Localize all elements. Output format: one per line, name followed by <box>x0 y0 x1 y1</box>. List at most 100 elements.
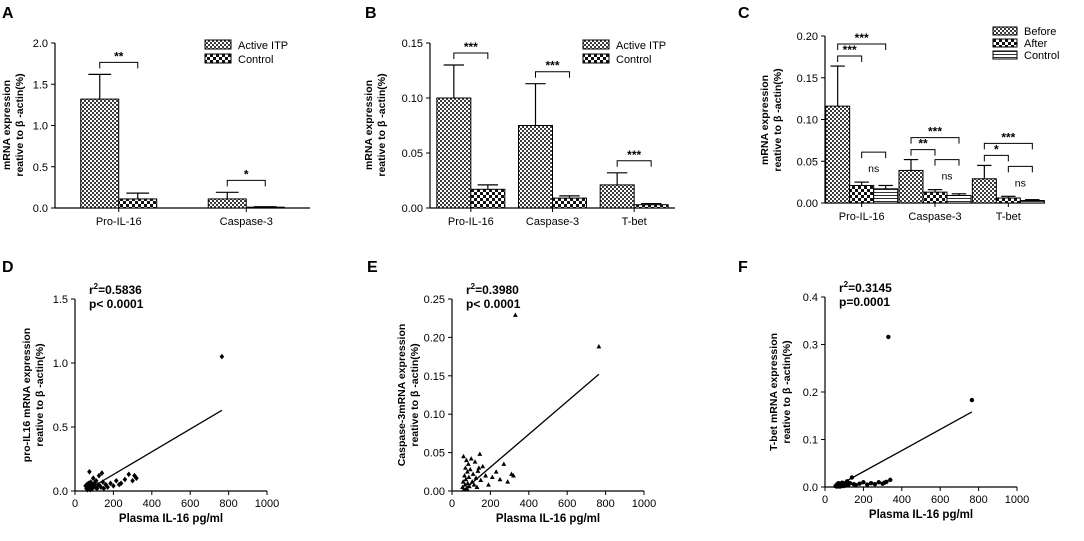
data-point <box>478 477 484 483</box>
bar <box>825 105 851 204</box>
regression-line <box>85 409 223 492</box>
panel-letter-b: B <box>365 5 377 22</box>
data-point <box>108 480 113 487</box>
x-tick-label: 1000 <box>1005 494 1029 506</box>
legend-label: Control <box>1024 50 1059 62</box>
data-point <box>101 485 107 492</box>
regression-line <box>462 373 600 492</box>
data-point <box>90 475 96 481</box>
data-point <box>505 479 511 484</box>
data-point <box>130 477 135 484</box>
panel-d-chart: 0.0 0.5 1.0 1.5 pro-IL16 mRNA expressionreat… <box>21 282 279 525</box>
y-tick-label: 0.15 <box>402 38 423 50</box>
bar <box>552 197 587 209</box>
panel-e-chart: 0.00 0.05 0.10 0.15 0.20 0.25 Caspase-3mRNA ex… <box>396 282 656 525</box>
data-point <box>464 469 470 474</box>
data-point <box>868 481 874 486</box>
y-tick-label: 0.00 <box>402 203 423 215</box>
x-tick-label: 800 <box>969 494 987 506</box>
r-squared-value: =0.3980 <box>475 283 519 297</box>
significance-bracket <box>910 137 960 144</box>
y-axis-label-line: pro-IL16 mRNA expression <box>21 328 33 462</box>
superscript-2: 2 <box>471 282 476 291</box>
bar <box>80 98 120 209</box>
y-tick-label: 0.0 <box>33 203 48 215</box>
data-point <box>596 344 602 349</box>
y-axis-label-line: reative to β -actin(%) <box>34 343 46 446</box>
y-axis-label: Caspase-3mRNA expressionreative to β -ac… <box>396 324 421 467</box>
r-symbol: r <box>466 283 471 297</box>
data-point <box>847 481 853 486</box>
data-point <box>849 475 855 480</box>
y-tick-label: 1.5 <box>53 294 68 306</box>
y-tick-label: 0.00 <box>424 486 445 498</box>
data-point <box>461 453 466 459</box>
data-point <box>861 480 866 485</box>
legend-label: Before <box>1024 26 1056 38</box>
panel-letter-a: A <box>2 5 14 22</box>
legend-label: Control <box>616 54 651 66</box>
significance-bracket <box>226 179 266 187</box>
legend-label: Control <box>238 54 273 66</box>
y-tick-label: 0.00 <box>797 198 818 210</box>
bar <box>1019 199 1045 204</box>
y-tick-label: 0.4 <box>803 292 818 304</box>
legend-swatch <box>992 26 1018 36</box>
data-point <box>865 482 870 487</box>
bar <box>518 125 553 209</box>
x-tick-label: 1000 <box>632 498 656 510</box>
x-tick-label: 0 <box>72 498 78 510</box>
y-axis-label: mRNA expressionreative to β -actin(%) <box>1 73 26 176</box>
data-point <box>886 334 891 340</box>
panel-letter-e: E <box>367 259 378 276</box>
significance-bracket <box>983 154 1009 162</box>
p-value-label: p< 0.0001 <box>89 297 144 311</box>
y-axis-label-line: reative to β -actin(%) <box>376 73 388 176</box>
x-axis-label: Plasma IL-16 pg/ml <box>119 513 223 525</box>
x-tick-label: 200 <box>854 494 872 506</box>
x-category-label: Caspase-3 <box>526 216 579 228</box>
data-point <box>467 466 473 472</box>
y-axis-label: mRNA expressionreative to β -actin(%) <box>759 68 784 171</box>
bar <box>207 198 247 209</box>
x-tick-label: 400 <box>143 498 161 510</box>
x-tick-label: 600 <box>558 498 576 510</box>
y-axis-label-line: reative to β -actin(%) <box>409 343 421 446</box>
legend-swatch <box>582 53 610 64</box>
significance-label: *** <box>627 148 641 162</box>
data-point <box>96 472 102 479</box>
data-point <box>888 477 893 483</box>
y-axis-label: T-bet mRNA expressionreative to β -actin… <box>768 333 793 451</box>
bar <box>971 178 997 204</box>
significance-bracket <box>934 159 960 166</box>
superscript-2: 2 <box>94 282 99 291</box>
data-point <box>132 472 137 479</box>
data-point <box>468 456 474 461</box>
panel-letter-f: F <box>738 259 748 276</box>
data-point <box>122 476 128 483</box>
legend-swatch <box>992 50 1018 60</box>
bar <box>633 204 669 209</box>
y-axis-label-line: Caspase-3mRNA expression <box>396 324 408 467</box>
significance-label: *** <box>928 125 942 139</box>
y-tick-label: 0.0 <box>803 482 818 494</box>
significance-label: ns <box>1015 177 1026 189</box>
x-category-label: Pro-IL-16 <box>839 211 885 223</box>
y-axis-label-line: reative to β -actin(%) <box>781 340 793 443</box>
significance-label: ns <box>941 171 952 183</box>
y-tick-label: 0.05 <box>424 448 445 460</box>
data-point <box>116 481 122 488</box>
y-tick-label: 0.15 <box>424 371 445 383</box>
y-tick-label: 0.10 <box>424 409 445 421</box>
data-point <box>464 486 470 491</box>
data-point <box>465 461 471 466</box>
significance-bracket <box>983 142 1033 150</box>
r-squared-label: r2=0.3980 <box>466 282 519 297</box>
data-point <box>462 482 468 487</box>
significance-bracket <box>1007 165 1033 173</box>
data-point <box>486 482 491 487</box>
y-tick-label: 0.5 <box>53 422 68 434</box>
legend-swatch <box>204 53 232 64</box>
data-point <box>100 479 106 485</box>
